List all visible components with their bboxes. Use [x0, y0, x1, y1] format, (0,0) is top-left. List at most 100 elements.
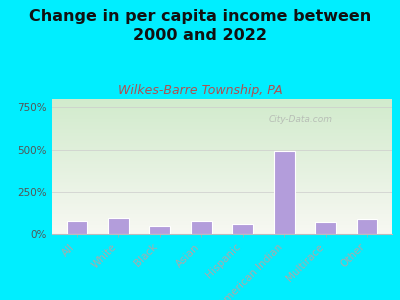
Bar: [52, 221, 392, 222]
Bar: [52, 203, 392, 204]
Bar: [52, 119, 392, 120]
Bar: [52, 226, 392, 227]
Bar: [52, 178, 392, 179]
Bar: [52, 151, 392, 152]
Bar: [52, 188, 392, 189]
Bar: [52, 143, 392, 144]
Bar: [52, 146, 392, 147]
Bar: [52, 229, 392, 230]
Text: City-Data.com: City-Data.com: [268, 115, 332, 124]
Bar: [52, 136, 392, 137]
Bar: [52, 223, 392, 224]
Bar: [52, 150, 392, 151]
Bar: [52, 210, 392, 211]
Bar: [52, 133, 392, 134]
Bar: [52, 149, 392, 150]
Bar: [52, 106, 392, 107]
Bar: [52, 183, 392, 184]
Bar: [52, 108, 392, 109]
Bar: [52, 115, 392, 116]
Bar: [52, 162, 392, 163]
Bar: [52, 102, 392, 103]
Bar: [52, 173, 392, 174]
Bar: [315, 222, 336, 234]
Bar: [52, 201, 392, 202]
Bar: [52, 198, 392, 199]
Bar: [52, 112, 392, 113]
Bar: [52, 141, 392, 142]
Bar: [52, 193, 392, 194]
Bar: [52, 232, 392, 233]
Bar: [52, 104, 392, 105]
Bar: [52, 132, 392, 133]
Text: Change in per capita income between
2000 and 2022: Change in per capita income between 2000…: [29, 9, 371, 43]
Bar: [52, 105, 392, 106]
Bar: [52, 160, 392, 161]
Bar: [52, 116, 392, 117]
Bar: [52, 224, 392, 225]
Bar: [52, 187, 392, 188]
Bar: [52, 207, 392, 208]
Bar: [52, 148, 392, 149]
Bar: [52, 113, 392, 114]
Bar: [52, 127, 392, 128]
Bar: [52, 177, 392, 178]
Bar: [52, 189, 392, 190]
Bar: [52, 109, 392, 110]
Bar: [52, 190, 392, 191]
Bar: [52, 144, 392, 145]
Bar: [52, 152, 392, 153]
Bar: [52, 212, 392, 213]
Bar: [52, 175, 392, 176]
Bar: [52, 231, 392, 232]
Bar: [52, 131, 392, 132]
Bar: [52, 230, 392, 231]
Bar: [232, 224, 253, 234]
Bar: [52, 111, 392, 112]
Bar: [52, 213, 392, 214]
Bar: [52, 202, 392, 203]
Bar: [52, 192, 392, 193]
Bar: [150, 226, 170, 234]
Bar: [52, 124, 392, 125]
Bar: [108, 218, 129, 234]
Bar: [52, 194, 392, 195]
Bar: [52, 228, 392, 229]
Bar: [52, 197, 392, 198]
Bar: [52, 222, 392, 223]
Bar: [52, 191, 392, 192]
Bar: [52, 99, 392, 100]
Bar: [52, 145, 392, 146]
Bar: [52, 129, 392, 130]
Bar: [52, 218, 392, 219]
Bar: [52, 100, 392, 101]
Bar: [52, 209, 392, 210]
Bar: [52, 143, 392, 144]
Bar: [52, 128, 392, 129]
Bar: [52, 168, 392, 169]
Bar: [52, 200, 392, 201]
Bar: [52, 117, 392, 118]
Bar: [52, 118, 392, 119]
Bar: [52, 135, 392, 136]
Bar: [52, 233, 392, 234]
Bar: [52, 208, 392, 209]
Bar: [52, 211, 392, 212]
Bar: [52, 180, 392, 181]
Bar: [52, 120, 392, 121]
Bar: [52, 176, 392, 177]
Bar: [52, 179, 392, 180]
Bar: [52, 204, 392, 205]
Bar: [52, 103, 392, 104]
Bar: [52, 163, 392, 164]
Bar: [52, 126, 392, 127]
Bar: [52, 185, 392, 186]
Bar: [52, 107, 392, 108]
Bar: [52, 171, 392, 172]
Bar: [52, 206, 392, 207]
Bar: [52, 114, 392, 115]
Bar: [52, 121, 392, 122]
Bar: [52, 160, 392, 161]
Bar: [52, 153, 392, 154]
Bar: [357, 219, 378, 234]
